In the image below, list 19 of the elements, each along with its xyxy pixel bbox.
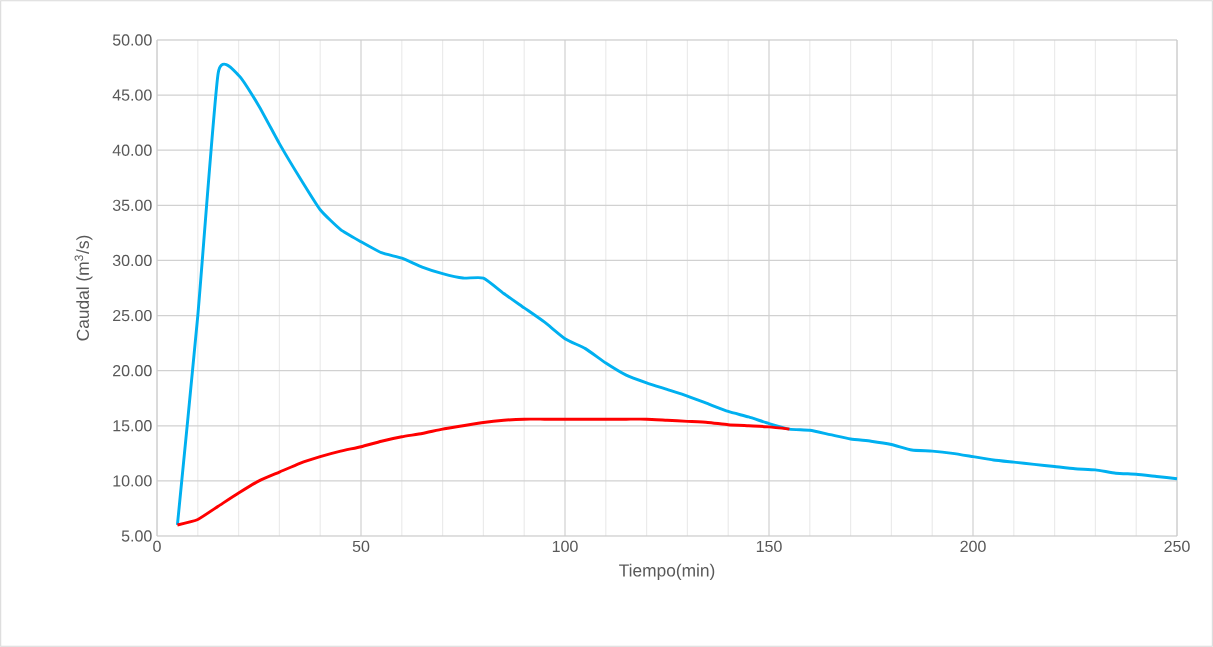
x-tick-label: 200 [960,540,986,553]
x-tick-label: 50 [352,540,370,553]
y-tick-label: 35.00 [112,199,152,211]
y-tick-label: 45.00 [112,89,152,101]
y-tick-label: 40.00 [112,144,152,156]
y-tick-label: 10.00 [113,475,152,487]
y-tick-label: 50.00 [112,34,152,46]
x-tick-label: 150 [756,540,782,553]
y-tick-label: 5.00 [121,530,152,542]
line-series [175,417,791,527]
y-tick-label: 15.00 [113,420,152,432]
x-tick-label: 0 [153,540,161,553]
y-tick-label: 20.00 [113,365,152,377]
x-axis-title: Tiempo(min) [619,563,715,581]
y-axis-title: Caudal (m$^{3}$/s) [74,235,93,341]
y-tick-label: 25.00 [113,309,152,322]
y-tick-label: 30.00 [112,254,152,267]
x-tick-label: 100 [552,540,578,553]
x-tick-label: 250 [1164,540,1190,553]
